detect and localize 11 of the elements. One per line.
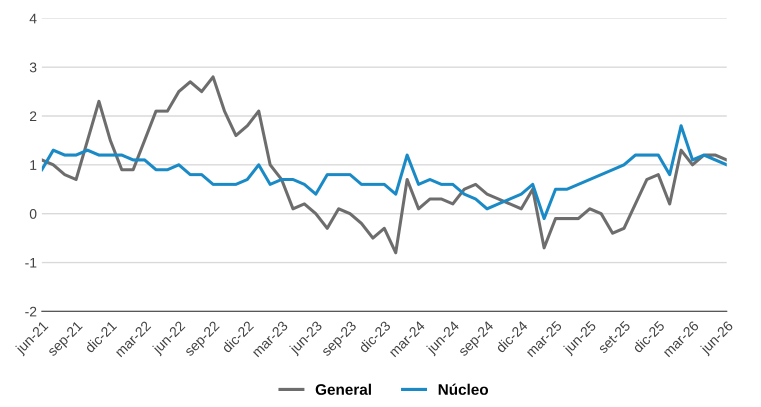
y-tick-label: 1 [30, 160, 36, 170]
y-tick-label: -1 [25, 258, 36, 268]
y-tick-label: 3 [30, 62, 36, 72]
legend-label: General [316, 384, 371, 395]
line-series [42, 124, 727, 220]
y-tick-label: -2 [25, 306, 36, 316]
y-tick-label: 2 [30, 111, 36, 122]
line-series [42, 75, 727, 254]
y-tick-label: 4 [30, 14, 37, 24]
y-tick-label: 0 [30, 209, 36, 219]
legend-label: Núcleo [438, 384, 488, 395]
